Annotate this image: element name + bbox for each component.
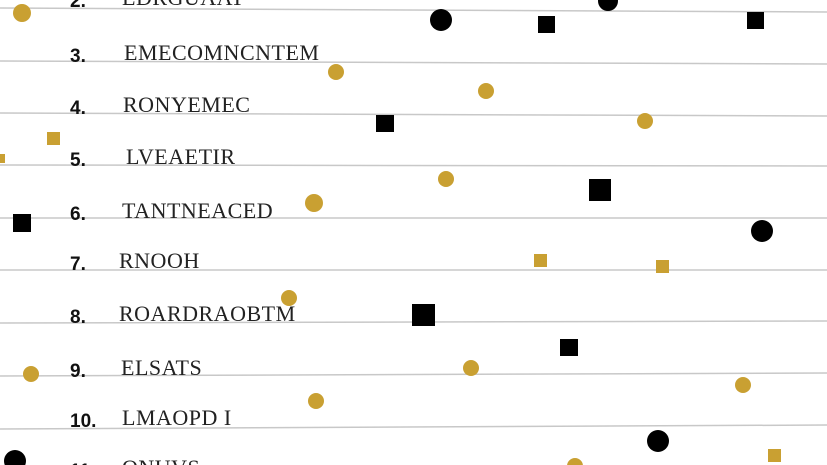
item-text: ONUVS [122,455,200,465]
gold-dot [438,171,454,187]
gold-dot [567,458,583,465]
black-dot [647,430,669,452]
black-square [13,214,31,232]
decorations [0,0,781,465]
item-text: LMAOPD I [122,405,232,430]
item-number: 2. [70,0,86,12]
gold-dot [735,377,751,393]
rule [0,112,827,117]
item-number: 5. [70,150,86,171]
item-text: LVEAETIR [126,144,236,169]
gold-square [47,132,60,145]
rule [0,7,827,13]
item-text: ROARDRAOBTM [119,301,296,326]
item-number: 8. [70,307,86,328]
item-text: TANTNEACED [122,198,273,223]
item-number: 9. [70,361,86,382]
rule [0,372,827,377]
rule [0,164,827,167]
black-square [538,16,555,33]
black-square [589,179,611,201]
gold-dot [13,4,31,22]
item-number: 7. [70,254,86,275]
item-number: 10. [70,411,96,432]
gold-dot [23,366,39,382]
gold-dot [637,113,653,129]
gold-square [0,154,5,163]
item-text: ELSATS [121,355,202,380]
gold-dot [281,290,297,306]
item-number: 4. [70,98,86,119]
black-square [412,304,435,326]
rule [0,60,827,65]
item-number: 11. [70,461,95,465]
item-number: 3. [70,46,86,67]
black-square [560,339,578,356]
gold-dot [478,83,494,99]
gold-dot [328,64,344,80]
item-text: EDRGUAAT [122,0,245,10]
black-dot [4,450,26,465]
item-number: 6. [70,204,86,225]
black-dot [751,220,773,242]
gold-dot [308,393,324,409]
black-dot [430,9,452,31]
item-text: RONYEMEC [123,92,250,117]
black-square [376,115,394,132]
rule [0,424,827,430]
gold-square [656,260,669,273]
black-dot [598,0,618,11]
gold-dot [463,360,479,376]
item-text: RNOOH [119,248,200,273]
item-text: EMECOMNCNTEM [124,40,319,65]
gold-square [534,254,547,267]
gold-square [768,449,781,462]
list: 2. EDRGUAAT 3. EMECOMNCNTEM 4. RONYEMEC 5. LVEA… [70,0,319,465]
black-square [747,12,764,29]
gold-dot [305,194,323,212]
rules [0,7,827,430]
